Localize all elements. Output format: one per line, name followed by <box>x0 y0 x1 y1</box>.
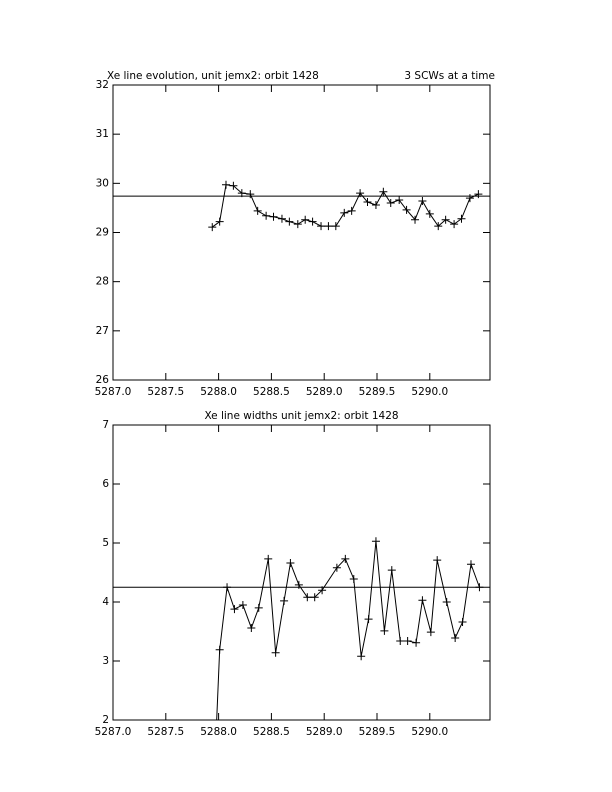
y-tick-label: 6 <box>102 478 109 490</box>
x-tick-label: 5288.0 <box>200 726 237 738</box>
data-point <box>412 638 421 647</box>
x-tick-label: 5290.0 <box>411 726 448 738</box>
y-tick-label: 27 <box>96 325 109 337</box>
data-point <box>465 194 474 203</box>
plot-area <box>215 537 484 720</box>
data-point <box>411 215 420 224</box>
data-point <box>396 636 405 645</box>
data-point <box>441 215 450 224</box>
data-point <box>246 190 255 199</box>
y-tick-label: 3 <box>102 655 109 667</box>
plot-frame <box>112 424 491 721</box>
y-tick-label: 7 <box>102 419 109 431</box>
data-point <box>474 190 483 199</box>
data-point <box>324 222 333 231</box>
data-point <box>357 652 366 661</box>
data-point <box>371 200 380 209</box>
data-point <box>269 212 278 221</box>
x-tick-label: 5287.0 <box>95 386 132 398</box>
x-tick-label: 5288.5 <box>253 386 290 398</box>
y-tick-label: 29 <box>96 227 109 239</box>
plot-area <box>208 180 483 232</box>
y-tick-label: 2 <box>102 714 109 726</box>
data-point <box>308 217 317 226</box>
x-tick-label: 5287.5 <box>147 726 184 738</box>
x-tick-label: 5289.5 <box>359 726 396 738</box>
data-point <box>433 556 442 565</box>
y-tick-label: 26 <box>96 374 110 386</box>
x-tick-label: 5288.5 <box>253 726 290 738</box>
data-point <box>426 628 435 637</box>
data-point <box>230 605 239 614</box>
data-point <box>208 223 217 232</box>
data-point <box>451 633 460 642</box>
data-point <box>395 196 404 205</box>
data-point <box>340 208 349 217</box>
data-point <box>238 600 247 609</box>
data-point <box>450 220 459 229</box>
y-tick-label: 31 <box>96 128 109 140</box>
data-point <box>262 211 271 220</box>
y-tick-label: 5 <box>102 537 109 549</box>
data-point <box>303 593 312 602</box>
data-point <box>349 574 358 583</box>
data-point <box>280 596 289 605</box>
chart-title: Xe line evolution, unit jemx2: orbit 142… <box>107 70 319 82</box>
data-point <box>387 566 396 575</box>
y-tick-label: 28 <box>96 276 109 288</box>
data-point <box>254 603 263 612</box>
data-point <box>253 206 262 215</box>
data-point <box>271 648 280 657</box>
data-point <box>347 206 356 215</box>
data-point <box>293 220 302 229</box>
data-point <box>264 554 273 563</box>
data-point <box>403 636 412 645</box>
data-point <box>215 645 224 654</box>
data-point <box>301 215 310 224</box>
data-point <box>379 187 388 196</box>
data-point <box>386 199 395 207</box>
data-point <box>364 615 373 624</box>
data-point <box>442 598 451 606</box>
data-point <box>277 214 286 223</box>
data-point <box>341 554 350 563</box>
data-point <box>380 626 389 635</box>
data-point <box>221 180 230 189</box>
data-point <box>229 181 238 190</box>
data-point <box>317 222 326 231</box>
data-point <box>310 593 319 602</box>
x-tick-label: 5289.0 <box>306 726 343 738</box>
data-line <box>216 541 480 720</box>
data-point <box>371 537 380 546</box>
annotation: 3 SCWs at a time <box>404 70 495 82</box>
x-tick-label: 5290.0 <box>411 386 448 398</box>
chart-title: Xe line widths unit jemx2: orbit 1428 <box>204 410 398 422</box>
x-tick-label: 5289.5 <box>359 386 396 398</box>
data-point <box>215 217 224 226</box>
data-point <box>457 214 466 223</box>
data-point <box>402 205 411 214</box>
data-point <box>418 596 427 605</box>
x-tick-label: 5288.0 <box>200 386 237 398</box>
data-point <box>466 560 475 569</box>
data-point <box>332 563 341 572</box>
x-tick-label: 5287.0 <box>95 726 132 738</box>
y-tick-label: 32 <box>96 79 109 91</box>
y-tick-label: 30 <box>96 177 109 189</box>
data-point <box>425 209 434 218</box>
data-point <box>458 618 467 627</box>
data-point <box>285 217 294 226</box>
y-tick-label: 4 <box>102 596 109 608</box>
data-point <box>286 559 295 568</box>
x-tick-label: 5287.5 <box>147 386 184 398</box>
data-point <box>247 623 256 632</box>
data-point <box>363 198 372 207</box>
data-point <box>331 222 340 231</box>
x-tick-label: 5289.0 <box>306 386 343 398</box>
data-point <box>418 197 427 206</box>
data-point <box>434 222 443 231</box>
